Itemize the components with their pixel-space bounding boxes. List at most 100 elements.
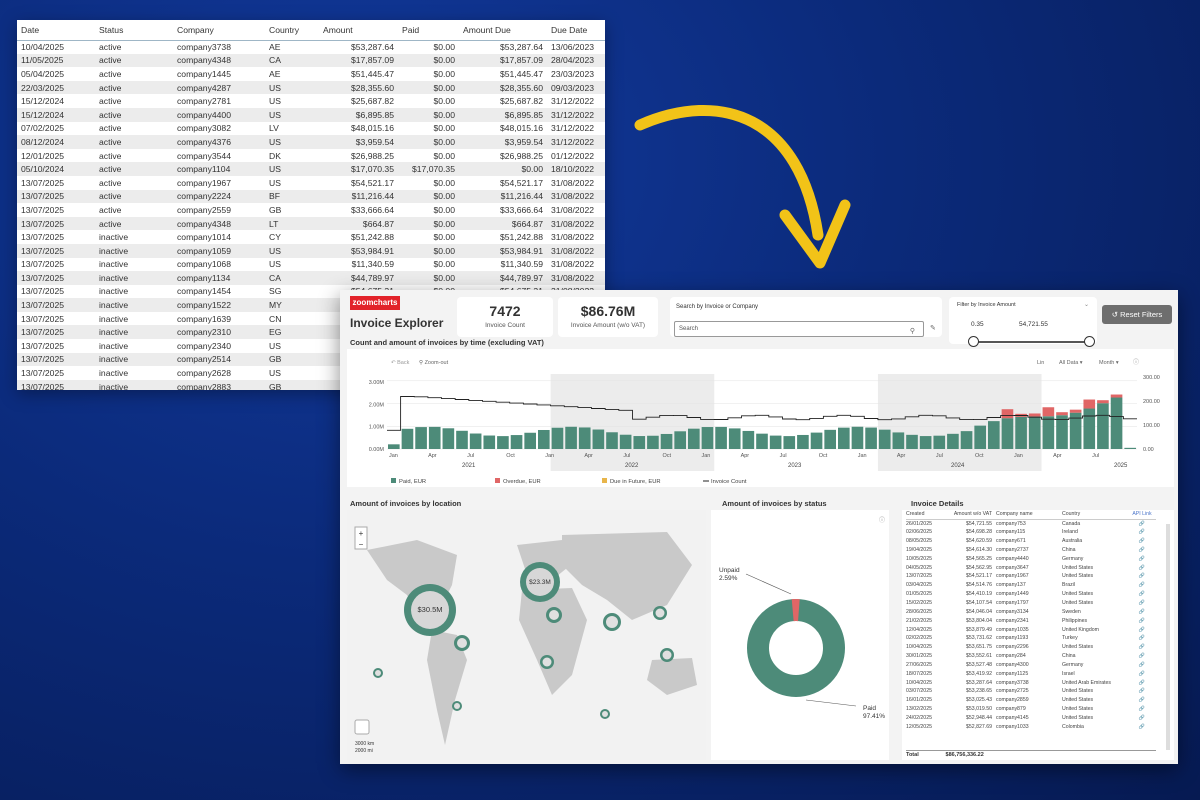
table-row[interactable]: 22/03/2025 active company4287 US $28,355.60 $… bbox=[17, 80, 605, 95]
table-row[interactable]: 13/07/2025 inactive company2340 US bbox=[17, 339, 605, 353]
month-dropdown[interactable]: Month ▾ bbox=[1099, 360, 1119, 366]
details-row[interactable]: 28/06/2025 $54,046.04 company3134 Sweden 🔗 bbox=[906, 607, 1156, 616]
lin-toggle[interactable]: Lin bbox=[1037, 360, 1044, 366]
details-row[interactable]: 19/04/2025 $54,614.30 company2737 China 🔗 bbox=[906, 546, 1156, 555]
map-bubble[interactable] bbox=[546, 607, 562, 623]
details-row[interactable]: 24/02/2025 $52,948.44 company4145 United St… bbox=[906, 714, 1156, 723]
details-row[interactable]: 16/01/2025 $53,025.43 company2859 United St… bbox=[906, 696, 1156, 705]
lasso-icon[interactable] bbox=[354, 719, 370, 735]
status-donut-chart[interactable]: ⓘ Unpaid 2.59% Paid 97.41% bbox=[711, 510, 889, 760]
details-amount-header[interactable]: Amount w/o VAT bbox=[944, 510, 996, 520]
help-icon[interactable]: ⓘ bbox=[1133, 358, 1139, 366]
api-link-icon[interactable]: 🔗 bbox=[1138, 617, 1146, 624]
search-icon[interactable]: ⚲ bbox=[909, 328, 915, 335]
table-row[interactable]: 05/04/2025 active company1445 AE $51,445.47 $… bbox=[17, 67, 605, 81]
table-row[interactable]: 13/07/2025 active company2559 GB $33,666.64 $… bbox=[17, 203, 605, 217]
back-button[interactable]: ↶ Back bbox=[391, 359, 410, 366]
api-link-icon[interactable]: 🔗 bbox=[1138, 573, 1146, 580]
map-bubble[interactable] bbox=[540, 655, 554, 669]
api-link-icon[interactable]: 🔗 bbox=[1138, 706, 1146, 713]
col-amount-header[interactable]: Amount bbox=[319, 20, 398, 41]
map-bubble[interactable] bbox=[660, 648, 674, 662]
api-link-icon[interactable]: 🔗 bbox=[1138, 679, 1146, 686]
search-input[interactable]: Search ⚲ bbox=[674, 321, 924, 337]
table-row[interactable]: 08/12/2024 active company4376 US $3,959.54 $0… bbox=[17, 135, 605, 149]
api-link-icon[interactable]: 🔗 bbox=[1138, 538, 1146, 545]
api-link-icon[interactable]: 🔗 bbox=[1138, 546, 1146, 553]
api-link-icon[interactable]: 🔗 bbox=[1138, 653, 1146, 660]
details-row[interactable]: 13/07/2025 $54,521.17 company1967 United St… bbox=[906, 572, 1156, 581]
time-chart[interactable]: 3.00M 2.00M 1.00M 0.00M 300.00 200.00 100.00 0.… bbox=[347, 349, 1174, 487]
details-row[interactable]: 02/02/2025 $53,731.62 company1193 Turkey 🔗 bbox=[906, 634, 1156, 643]
api-link-icon[interactable]: 🔗 bbox=[1138, 670, 1146, 677]
world-map[interactable]: $30.5M $23.3M + − 3000 km 2000 mi bbox=[347, 510, 706, 760]
table-row[interactable]: 13/07/2025 inactive company1014 CY $51,242.8… bbox=[17, 230, 605, 244]
col-country-header[interactable]: Country bbox=[265, 20, 319, 41]
details-created-header[interactable]: Created bbox=[906, 510, 944, 520]
api-link-icon[interactable]: 🔗 bbox=[1138, 564, 1146, 571]
col-status-header[interactable]: Status bbox=[95, 20, 173, 41]
details-scrollbar[interactable] bbox=[1166, 524, 1170, 750]
map-bubble[interactable] bbox=[454, 635, 470, 651]
details-row[interactable]: 02/06/2025 $54,698.28 company115 Ireland 🔗 bbox=[906, 528, 1156, 537]
table-row[interactable]: 13/07/2025 inactive company1068 US $11,340.5… bbox=[17, 258, 605, 272]
table-row[interactable]: 13/07/2025 inactive company1059 US $53,984.9… bbox=[17, 243, 605, 258]
table-row[interactable]: 15/12/2024 active company4400 US $6,895.85 $0… bbox=[17, 107, 605, 122]
details-row[interactable]: 01/05/2025 $54,410.19 company1449 United St… bbox=[906, 590, 1156, 599]
table-row[interactable]: 11/05/2025 active company4348 CA $17,857.09 $… bbox=[17, 53, 605, 68]
api-link-icon[interactable]: 🔗 bbox=[1138, 714, 1146, 721]
map-bubble-north-america[interactable]: $30.5M bbox=[404, 584, 456, 636]
map-bubble[interactable] bbox=[600, 709, 610, 719]
details-row[interactable]: 15/02/2025 $54,107.54 company1797 United St… bbox=[906, 599, 1156, 608]
api-link-icon[interactable]: 🔗 bbox=[1138, 600, 1146, 607]
zoom-in-icon[interactable]: + bbox=[359, 529, 364, 538]
col-date-header[interactable]: Date bbox=[17, 20, 95, 41]
details-api-link-header[interactable]: API Link bbox=[1128, 510, 1156, 520]
table-row[interactable]: 12/01/2025 active company3544 DK $26,988.25 $… bbox=[17, 149, 605, 163]
api-link-icon[interactable]: 🔗 bbox=[1138, 723, 1146, 730]
table-row[interactable]: 07/02/2025 active company3082 LV $48,015.16 $… bbox=[17, 122, 605, 136]
col-due-date-header[interactable]: Due Date bbox=[547, 20, 605, 41]
api-link-icon[interactable]: 🔗 bbox=[1138, 582, 1146, 589]
table-row[interactable]: 13/07/2025 active company2224 BF $11,216.44 $… bbox=[17, 189, 605, 204]
details-row[interactable]: 03/04/2025 $54,514.76 company137 Brazil 🔗 bbox=[906, 581, 1156, 590]
details-row[interactable]: 13/02/2025 $53,019.50 company879 United Sta… bbox=[906, 705, 1156, 714]
details-row[interactable]: 27/06/2025 $53,527.48 company4300 Germany 🔗 bbox=[906, 661, 1156, 670]
map-panel[interactable]: $30.5M $23.3M + − 3000 km 2000 mi bbox=[347, 510, 706, 760]
table-row[interactable]: 05/10/2024 active company1104 US $17,070.35 $… bbox=[17, 162, 605, 176]
table-row[interactable]: 13/07/2025 inactive company1134 CA $44,789.9… bbox=[17, 271, 605, 285]
all-data-dropdown[interactable]: All Data ▾ bbox=[1059, 360, 1083, 366]
map-bubble[interactable] bbox=[373, 668, 383, 678]
api-link-icon[interactable]: 🔗 bbox=[1138, 661, 1146, 668]
details-row[interactable]: 30/01/2025 $53,552.61 company284 China 🔗 bbox=[906, 652, 1156, 661]
details-row[interactable]: 21/02/2025 $53,804.04 company2341 Philippin… bbox=[906, 616, 1156, 625]
map-bubble[interactable] bbox=[603, 613, 621, 631]
details-row[interactable]: 03/07/2025 $53,238.65 company2725 United St… bbox=[906, 687, 1156, 696]
col-paid-header[interactable]: Paid bbox=[398, 20, 459, 41]
api-link-icon[interactable]: 🔗 bbox=[1138, 644, 1146, 651]
range-slider-min-handle[interactable] bbox=[968, 336, 979, 347]
map-bubble[interactable] bbox=[653, 606, 667, 620]
donut-unpaid-slice[interactable] bbox=[747, 599, 845, 697]
details-row[interactable]: 26/01/2025 $54,721.55 company753 Canada 🔗 bbox=[906, 519, 1156, 528]
api-link-icon[interactable]: 🔗 bbox=[1138, 697, 1146, 704]
details-row[interactable]: 12/04/2025 $53,879.49 company1035 United Ki… bbox=[906, 625, 1156, 634]
range-slider-max-handle[interactable] bbox=[1084, 336, 1095, 347]
zoom-out-button[interactable]: ⚲ Zoom-out bbox=[419, 359, 449, 366]
table-row[interactable]: 15/12/2024 active company2781 US $25,687.82 $… bbox=[17, 94, 605, 108]
api-link-icon[interactable]: 🔗 bbox=[1138, 555, 1146, 562]
map-bubble-europe[interactable]: $23.3M bbox=[520, 562, 560, 602]
table-row[interactable]: 13/07/2025 inactive company2628 US bbox=[17, 366, 605, 380]
details-row[interactable]: 10/05/2025 $54,565.25 company4440 Germany 🔗 bbox=[906, 554, 1156, 563]
map-bubble[interactable] bbox=[452, 701, 462, 711]
eraser-icon[interactable]: ✎ bbox=[930, 325, 936, 332]
api-link-icon[interactable]: 🔗 bbox=[1138, 635, 1146, 642]
col-company-header[interactable]: Company bbox=[173, 20, 265, 41]
api-link-icon[interactable]: 🔗 bbox=[1138, 688, 1146, 695]
api-link-icon[interactable]: 🔗 bbox=[1138, 591, 1146, 598]
details-row[interactable]: 08/05/2025 $54,620.59 company671 Australia 🔗 bbox=[906, 537, 1156, 546]
details-row[interactable]: 10/04/2025 $53,651.75 company2296 United St… bbox=[906, 643, 1156, 652]
details-row[interactable]: 10/04/2025 $53,287.64 company3738 United Ar… bbox=[906, 678, 1156, 687]
table-row[interactable]: 13/07/2025 inactive company1639 CN bbox=[17, 312, 605, 326]
table-row[interactable]: 10/04/2025 active company3738 AE $53,287.64 $… bbox=[17, 40, 605, 54]
